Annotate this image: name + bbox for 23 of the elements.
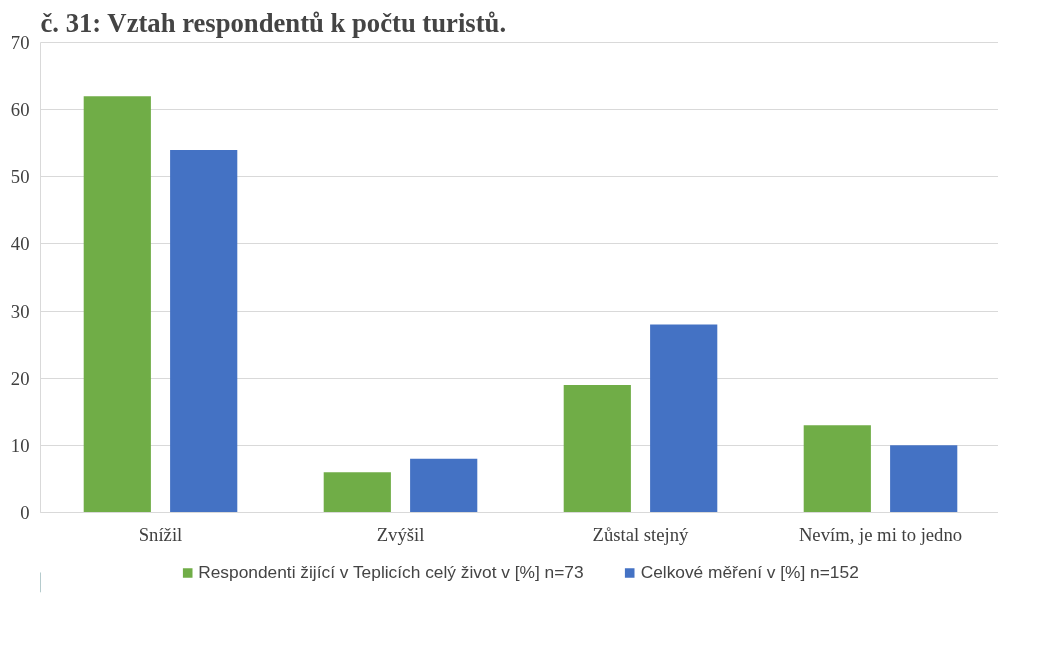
chart-title: č. 31: Vztah respondentů k počtu turistů. — [40, 7, 507, 38]
x-tick-label: Zůstal stejný — [592, 523, 690, 545]
bar — [323, 472, 391, 513]
y-tick-label: 20 — [10, 367, 30, 389]
bar — [410, 458, 478, 513]
legend-label: Celkové měření v [%] n=152 — [640, 561, 859, 583]
bar — [650, 324, 718, 513]
legend-label: Respondenti žijící v Teplicích celý život v [%] n=73 — [198, 561, 584, 583]
bar — [803, 425, 871, 513]
y-tick-label: 30 — [10, 300, 30, 322]
y-tick-label: 10 — [10, 434, 30, 456]
y-tick-label: 40 — [10, 233, 30, 255]
bar — [563, 384, 631, 513]
y-tick-label: 60 — [10, 99, 30, 121]
bar — [890, 445, 958, 513]
x-tick-label: Nevím, je mi to jedno — [798, 523, 963, 545]
bar — [83, 96, 151, 513]
y-tick-label: 0 — [20, 502, 30, 523]
x-tick-label: Zvýšil — [376, 523, 425, 545]
x-tick-label: Snížil — [138, 523, 183, 545]
bar — [170, 149, 238, 513]
y-tick-label: 70 — [10, 32, 30, 53]
y-tick-label: 50 — [10, 166, 30, 188]
